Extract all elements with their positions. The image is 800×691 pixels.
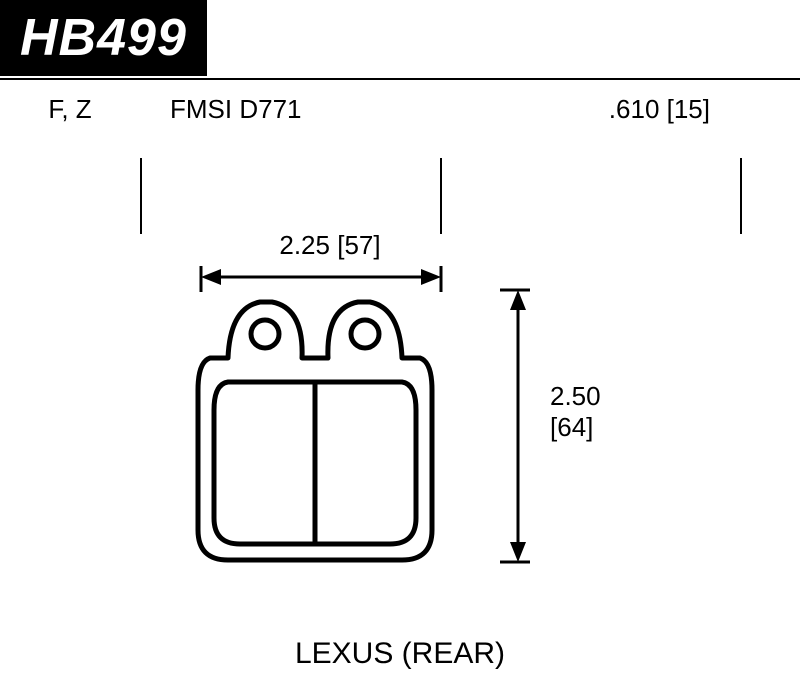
height-arrow-icon bbox=[500, 276, 540, 566]
spec-divider-1 bbox=[140, 158, 142, 234]
width-dimension: 2.25 [57] bbox=[195, 230, 425, 265]
width-dim-label: 2.25 [57] bbox=[215, 230, 445, 261]
diagram-area: 2.25 [57] bbox=[0, 230, 800, 630]
application-label: LEXUS (REAR) bbox=[0, 637, 800, 671]
header-bar: HB499 bbox=[0, 0, 207, 76]
spec-thickness: .610 [15] bbox=[440, 94, 760, 170]
brake-pad-outline-icon bbox=[180, 290, 460, 580]
spec-row: F, Z FMSI D771 .610 [15] bbox=[0, 80, 800, 170]
spec-divider-2 bbox=[440, 158, 442, 234]
spec-divider-3 bbox=[740, 158, 742, 234]
height-dim-label: 2.50 [64] bbox=[550, 381, 601, 443]
spec-compounds: F, Z bbox=[0, 94, 140, 170]
spec-fmsi: FMSI D771 bbox=[140, 94, 440, 170]
part-number-title: HB499 bbox=[20, 9, 187, 67]
